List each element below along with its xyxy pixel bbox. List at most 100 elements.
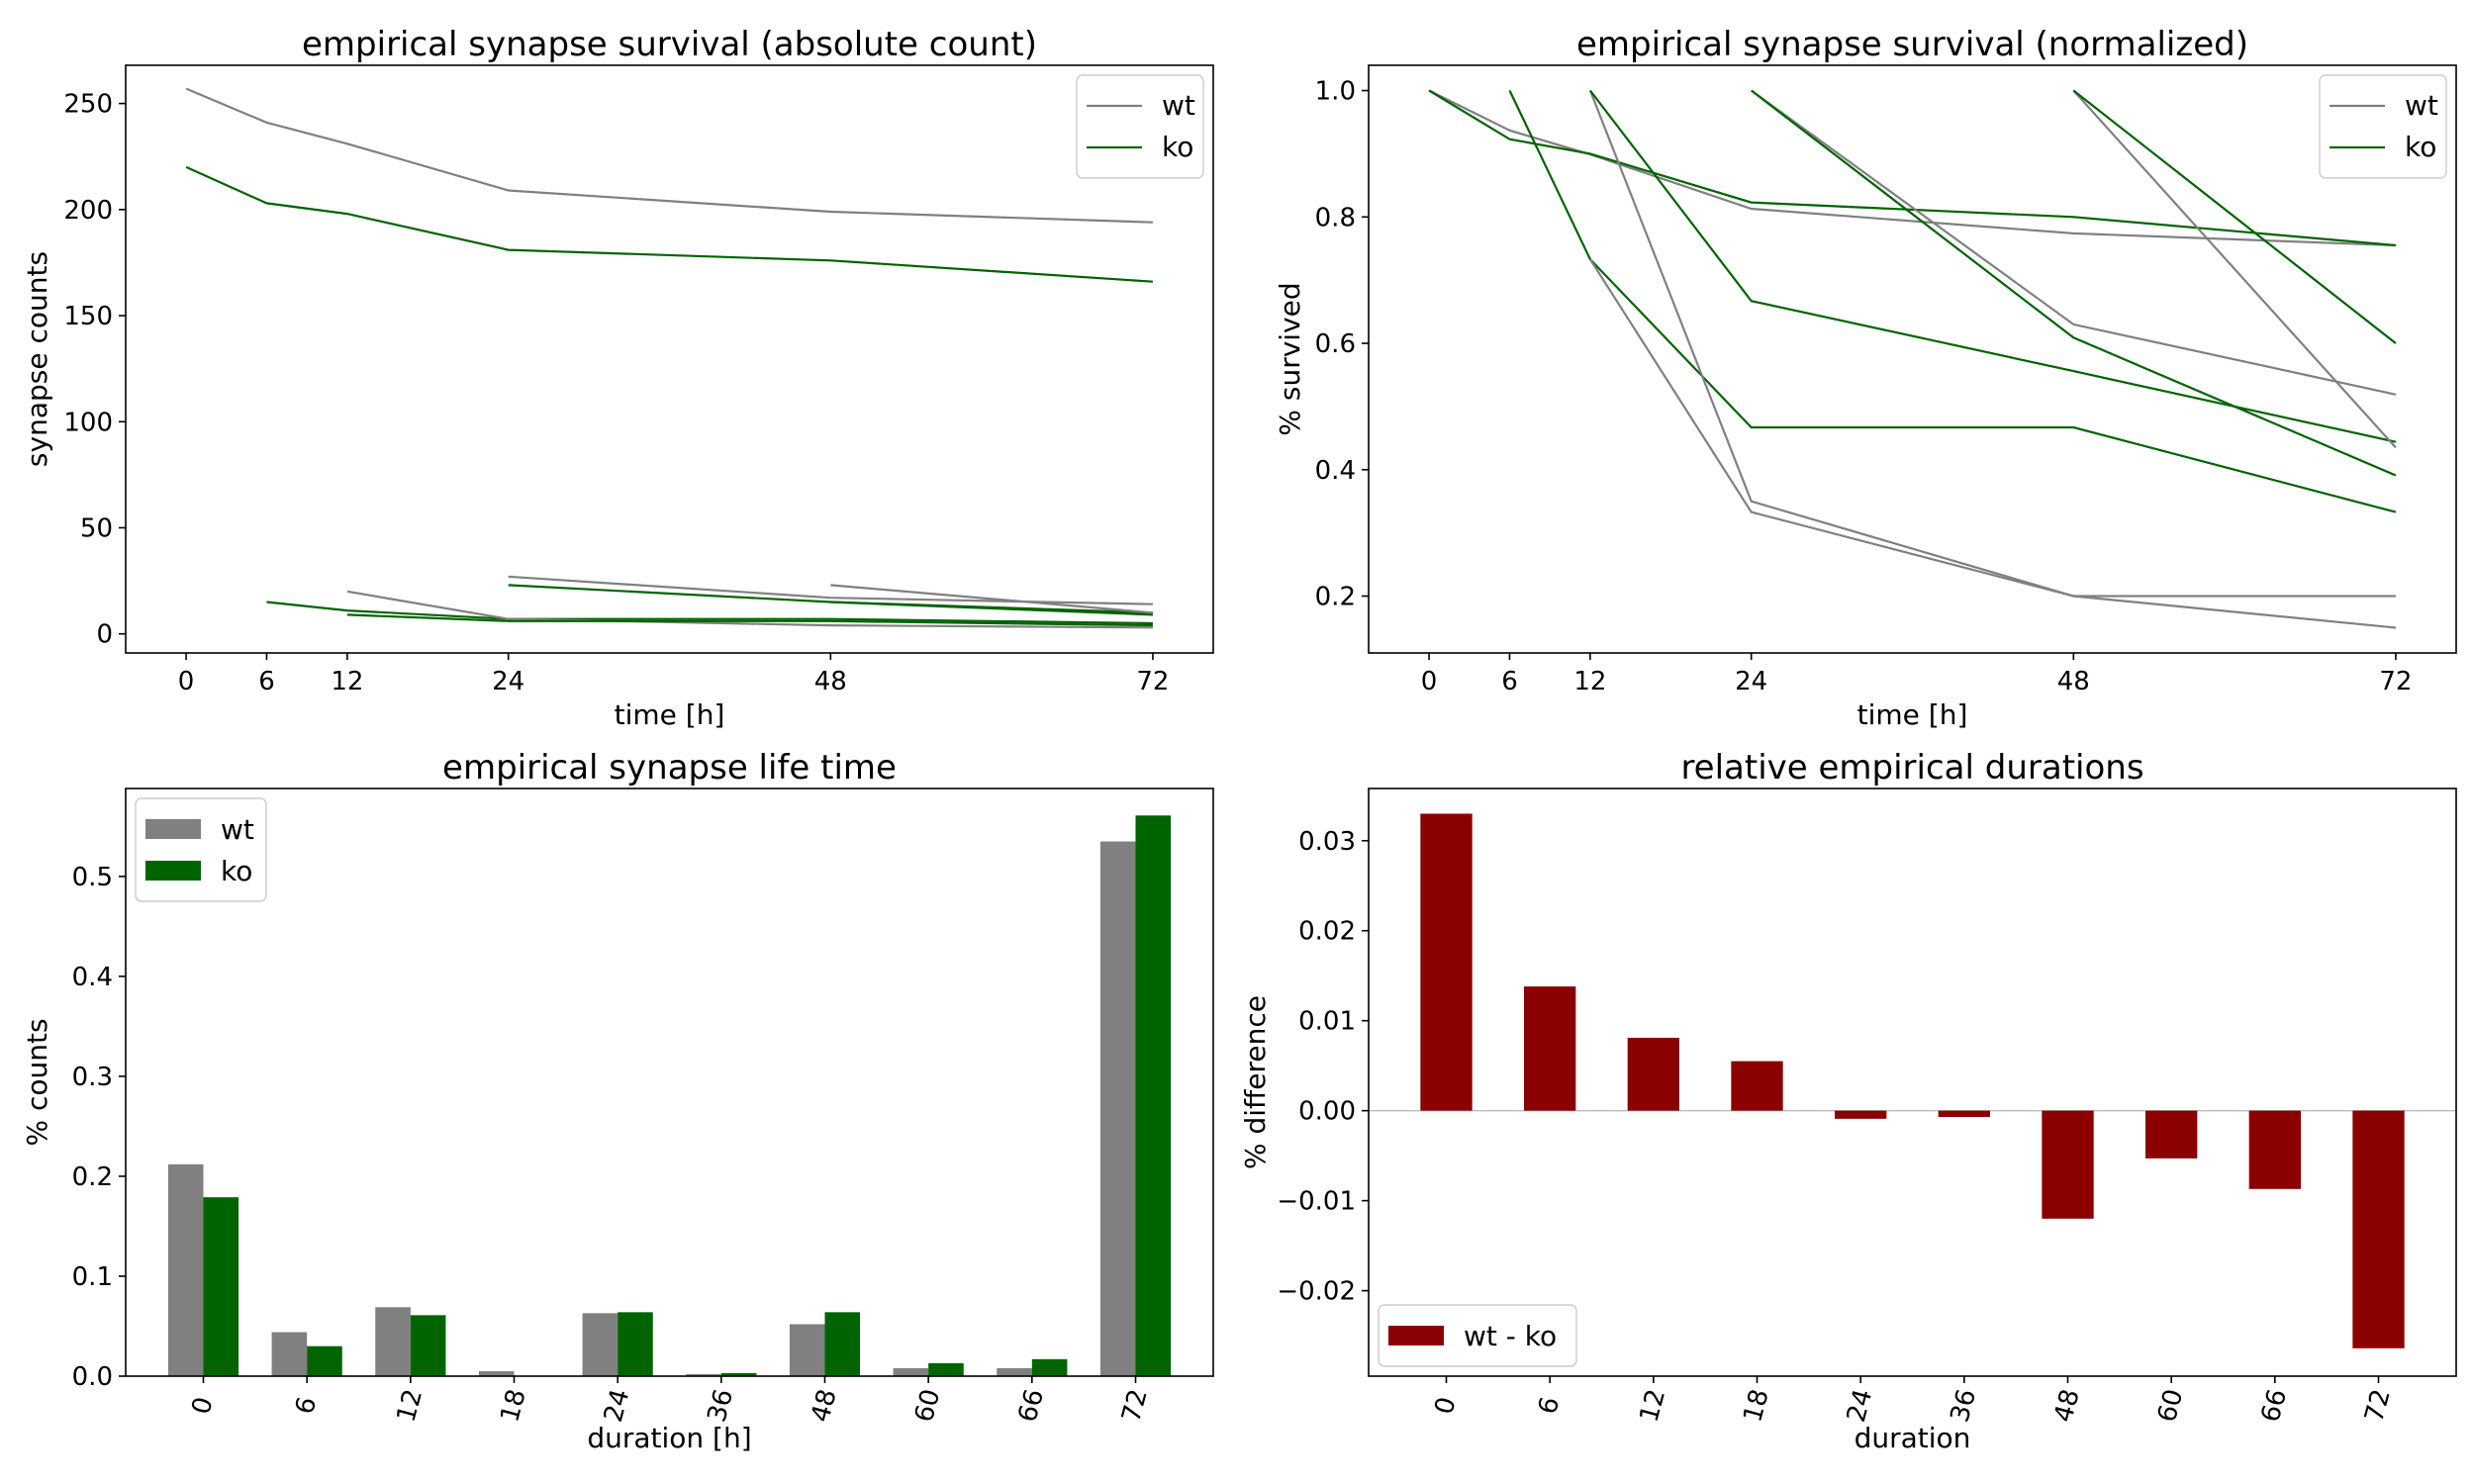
y-tick-label: −0.02 [1277, 1277, 1356, 1307]
axes-frame [125, 788, 1214, 1377]
bar-ko [307, 1345, 342, 1376]
bar-wt - ko [1524, 986, 1576, 1111]
chart-1: empirical synapse survival (absolute cou… [21, 25, 1214, 731]
legend-box [1076, 74, 1204, 179]
y-tick-label: 0.0 [72, 1362, 113, 1392]
bar-ko [203, 1197, 239, 1376]
bar-wt [789, 1324, 825, 1376]
chart-title: relative empirical durations [1680, 748, 2143, 788]
legend-box [1378, 1304, 1577, 1367]
x-tick-label: 66 [1013, 1386, 1051, 1426]
x-tick-label: 36 [1946, 1386, 1983, 1426]
x-tick-label: 6 [1533, 1394, 1566, 1418]
chart-4: relative empirical durations −0.02 −0.01 0.… [1239, 748, 2457, 1454]
bar-wt - ko [1420, 813, 1473, 1111]
chart-title: empirical synapse survival (absolute cou… [302, 25, 1037, 64]
legend: wt ko [1076, 74, 1204, 179]
x-tick-label: 60 [909, 1386, 947, 1426]
bar-ko [824, 1312, 861, 1376]
legend-label: wt - ko [1464, 1320, 1557, 1352]
x-tick-label: 48 [806, 1386, 843, 1426]
bar-wt - ko [1938, 1110, 1990, 1118]
legend-label: ko [221, 855, 252, 887]
series-line-ko [830, 601, 1153, 616]
axes-frame [1368, 788, 2457, 1377]
x-tick-label: 24 [599, 1386, 636, 1426]
series-line-wt [346, 590, 1153, 629]
x-tick-label: 48 [2048, 1386, 2086, 1426]
y-tick-label: 0.3 [72, 1063, 113, 1092]
y-tick-label: 250 [63, 90, 113, 120]
bar-ko [618, 1312, 653, 1376]
x-tick-label: 24 [1735, 667, 1767, 696]
bar-wt [478, 1370, 515, 1376]
x-tick-label: 6 [1501, 667, 1518, 696]
bar-ko [720, 1372, 757, 1376]
series-line-ko [2072, 89, 2397, 344]
y-tick-label: 0.02 [1298, 917, 1356, 947]
series-line-wt [1588, 258, 2396, 598]
y-tick-label: 0.03 [1298, 827, 1356, 857]
x-axis-label: duration [1855, 1422, 1971, 1454]
x-tick-label: 12 [1635, 1386, 1672, 1426]
legend-label: ko [2405, 131, 2436, 163]
axes-frame [1368, 64, 2457, 654]
bar-wt [893, 1367, 929, 1376]
bar-wt [375, 1307, 411, 1376]
bar-wt [686, 1373, 721, 1376]
x-tick-label: 24 [1842, 1386, 1879, 1426]
series-line-ko [1428, 89, 2396, 247]
y-tick-label: 1.0 [1315, 77, 1356, 107]
bar-wt - ko [2248, 1110, 2301, 1189]
bar-wt - ko [1835, 1110, 1887, 1119]
bar-wt [1099, 841, 1136, 1376]
bar-wt [271, 1332, 308, 1376]
series-line-ko [1508, 90, 2397, 513]
x-tick-label: 6 [258, 667, 275, 696]
y-tick-label: 0.1 [72, 1262, 113, 1292]
bar-ko [410, 1315, 446, 1376]
x-tick-label: 18 [495, 1386, 532, 1426]
x-tick-label: 48 [814, 667, 847, 696]
x-tick-label: 60 [2152, 1386, 2190, 1426]
x-tick-label: 12 [1573, 667, 1606, 696]
y-tick-label: 0.2 [72, 1162, 113, 1192]
legend-label: wt [2405, 89, 2438, 122]
x-tick-label: 72 [1116, 1386, 1154, 1426]
plot-area [185, 87, 1153, 629]
series-line-ko [185, 165, 1153, 283]
chart-title: empirical synapse survival (normalized) [1576, 25, 2248, 64]
x-tick-label: 0 [1421, 667, 1438, 696]
y-tick-label: 0.00 [1298, 1097, 1356, 1127]
legend: wt ko [2319, 74, 2447, 179]
bar-wt - ko [2145, 1110, 2198, 1159]
bar-wt - ko [1731, 1061, 1783, 1111]
legend-swatch-ko [145, 861, 201, 881]
series-line-wt [2072, 89, 2397, 449]
x-axis-label: time [h] [615, 698, 725, 731]
plot-area [1428, 89, 2397, 629]
y-tick-label: 0.01 [1298, 1007, 1356, 1037]
y-tick-label: 0.4 [1315, 456, 1356, 486]
x-tick-label: 18 [1738, 1386, 1775, 1426]
x-tick-label: 0 [186, 1394, 219, 1418]
x-tick-label: 66 [2256, 1386, 2294, 1426]
series-line-wt [830, 584, 1153, 614]
legend-box [2319, 74, 2447, 179]
x-tick-label: 0 [1429, 1394, 1462, 1418]
x-tick-label: 72 [2359, 1386, 2397, 1426]
bar-wt [997, 1367, 1032, 1376]
y-axis-label: synapse counts [21, 251, 53, 467]
bar-wt [167, 1163, 204, 1376]
legend: wt - ko [1378, 1304, 1577, 1367]
y-tick-label: 0 [96, 620, 113, 650]
series-line-ko [508, 584, 1153, 614]
x-tick-label: 6 [290, 1394, 323, 1418]
x-tick-label: 36 [703, 1386, 740, 1426]
series-line-wt [1428, 89, 2396, 247]
y-tick-label: −0.01 [1277, 1187, 1356, 1217]
plot-area [1369, 813, 2456, 1348]
bar-wt - ko [2042, 1110, 2094, 1219]
x-axis-label: time [h] [1857, 698, 1968, 731]
y-tick-label: 0.4 [72, 963, 113, 992]
